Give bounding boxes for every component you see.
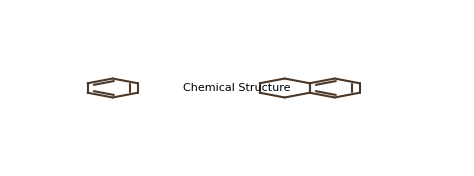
Text: Chemical Structure: Chemical Structure — [183, 83, 291, 93]
